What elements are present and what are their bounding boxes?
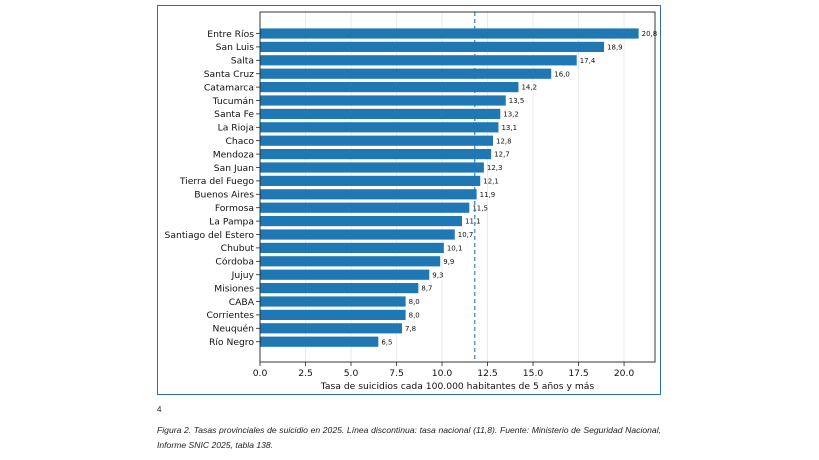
- bar: [260, 309, 406, 320]
- value-label: 6,5: [381, 338, 392, 346]
- value-label: 12,8: [496, 137, 512, 145]
- category-label: Misiones: [214, 283, 254, 294]
- category-label: Entre Ríos: [207, 29, 254, 40]
- value-label: 12,1: [483, 178, 499, 186]
- bar: [260, 323, 402, 334]
- x-tick-label: 0.0: [253, 368, 268, 379]
- x-tick-label: 10.0: [432, 368, 453, 379]
- x-tick-label: 5.0: [344, 368, 359, 379]
- value-label: 16,0: [554, 70, 570, 78]
- bar: [260, 82, 519, 93]
- category-label: Córdoba: [215, 257, 254, 268]
- category-label: Corrientes: [207, 310, 255, 321]
- bar: [260, 68, 552, 79]
- category-label: San Juan: [214, 163, 254, 174]
- value-label: 9,3: [432, 271, 443, 279]
- figure-frame: Entre Ríos 20,8 San Luis 18,9 Salta 17,4 Santa…: [157, 5, 661, 395]
- bar: [260, 296, 406, 307]
- bar: [260, 175, 481, 186]
- value-label: 11,9: [480, 191, 496, 199]
- value-label: 11,5: [472, 204, 488, 212]
- category-label: Neuquén: [213, 324, 255, 335]
- category-label: Formosa: [215, 203, 254, 214]
- bar: [260, 108, 501, 119]
- bar-chart: Entre Ríos 20,8 San Luis 18,9 Salta 17,4 Santa…: [165, 11, 658, 392]
- category-label: Catamarca: [204, 82, 254, 93]
- category-label: CABA: [229, 297, 255, 308]
- category-label: Jujuy: [231, 270, 255, 281]
- plot-frame: [259, 11, 656, 363]
- bar: [260, 189, 477, 200]
- bar: [260, 28, 639, 39]
- value-label: 7,8: [405, 325, 416, 333]
- value-label: 10,7: [458, 231, 474, 239]
- x-tick-label: 20.0: [614, 368, 635, 379]
- bar: [260, 242, 444, 253]
- value-label: 18,9: [607, 44, 623, 52]
- value-label: 13,5: [509, 97, 525, 105]
- x-tick-label: 2.5: [298, 368, 313, 379]
- x-axis-title: Tasa de suicidios cada 100.000 habitante…: [320, 381, 595, 392]
- category-label: Santa Fe: [214, 109, 254, 120]
- value-label: 17,4: [580, 57, 596, 65]
- value-label: 12,3: [487, 164, 503, 172]
- value-label: 13,1: [501, 124, 517, 132]
- x-tick-label: 17.5: [568, 368, 589, 379]
- bar: [260, 149, 492, 160]
- value-label: 11,1: [465, 218, 481, 226]
- bar: [260, 283, 419, 294]
- bar: [260, 162, 484, 173]
- figure-caption: Figura 2. Tasas provinciales de suicidio…: [157, 425, 661, 450]
- category-label: La Rioja: [218, 123, 254, 134]
- category-label: Tucumán: [212, 96, 254, 107]
- bar: [260, 122, 499, 133]
- bar: [260, 202, 470, 213]
- category-label: Tierra del Fuego: [179, 176, 255, 187]
- bar: [260, 336, 379, 347]
- value-label: 14,2: [521, 84, 537, 92]
- category-label: La Pampa: [209, 216, 254, 227]
- category-label: Santiago del Estero: [165, 230, 255, 241]
- x-tick-label: 15.0: [523, 368, 544, 379]
- x-tick-label: 12.5: [477, 368, 498, 379]
- bar: [260, 229, 455, 240]
- category-label: Buenos Aires: [194, 190, 254, 201]
- bar: [260, 95, 506, 106]
- category-label: Salta: [231, 56, 254, 67]
- page-number: 4: [157, 405, 162, 414]
- bar: [260, 216, 463, 227]
- bar: [260, 55, 577, 66]
- value-label: 9,9: [443, 258, 454, 266]
- bar: [260, 269, 430, 280]
- value-label: 8,7: [421, 285, 432, 293]
- category-label: Mendoza: [213, 149, 254, 160]
- bar: [260, 41, 605, 52]
- value-label: 13,2: [503, 111, 519, 119]
- bar: [260, 256, 441, 267]
- category-label: Chaco: [225, 136, 254, 147]
- category-label: Santa Cruz: [204, 69, 254, 80]
- value-label: 10,1: [447, 245, 463, 253]
- category-label: Chubut: [221, 243, 255, 254]
- value-label: 20,8: [642, 30, 658, 38]
- category-label: San Luis: [216, 42, 255, 53]
- value-label: 8,0: [409, 298, 420, 306]
- category-label: Río Negro: [209, 337, 254, 348]
- x-tick-label: 7.5: [389, 368, 404, 379]
- value-label: 12,7: [494, 151, 510, 159]
- value-label: 8,0: [409, 312, 420, 320]
- bar: [260, 135, 493, 146]
